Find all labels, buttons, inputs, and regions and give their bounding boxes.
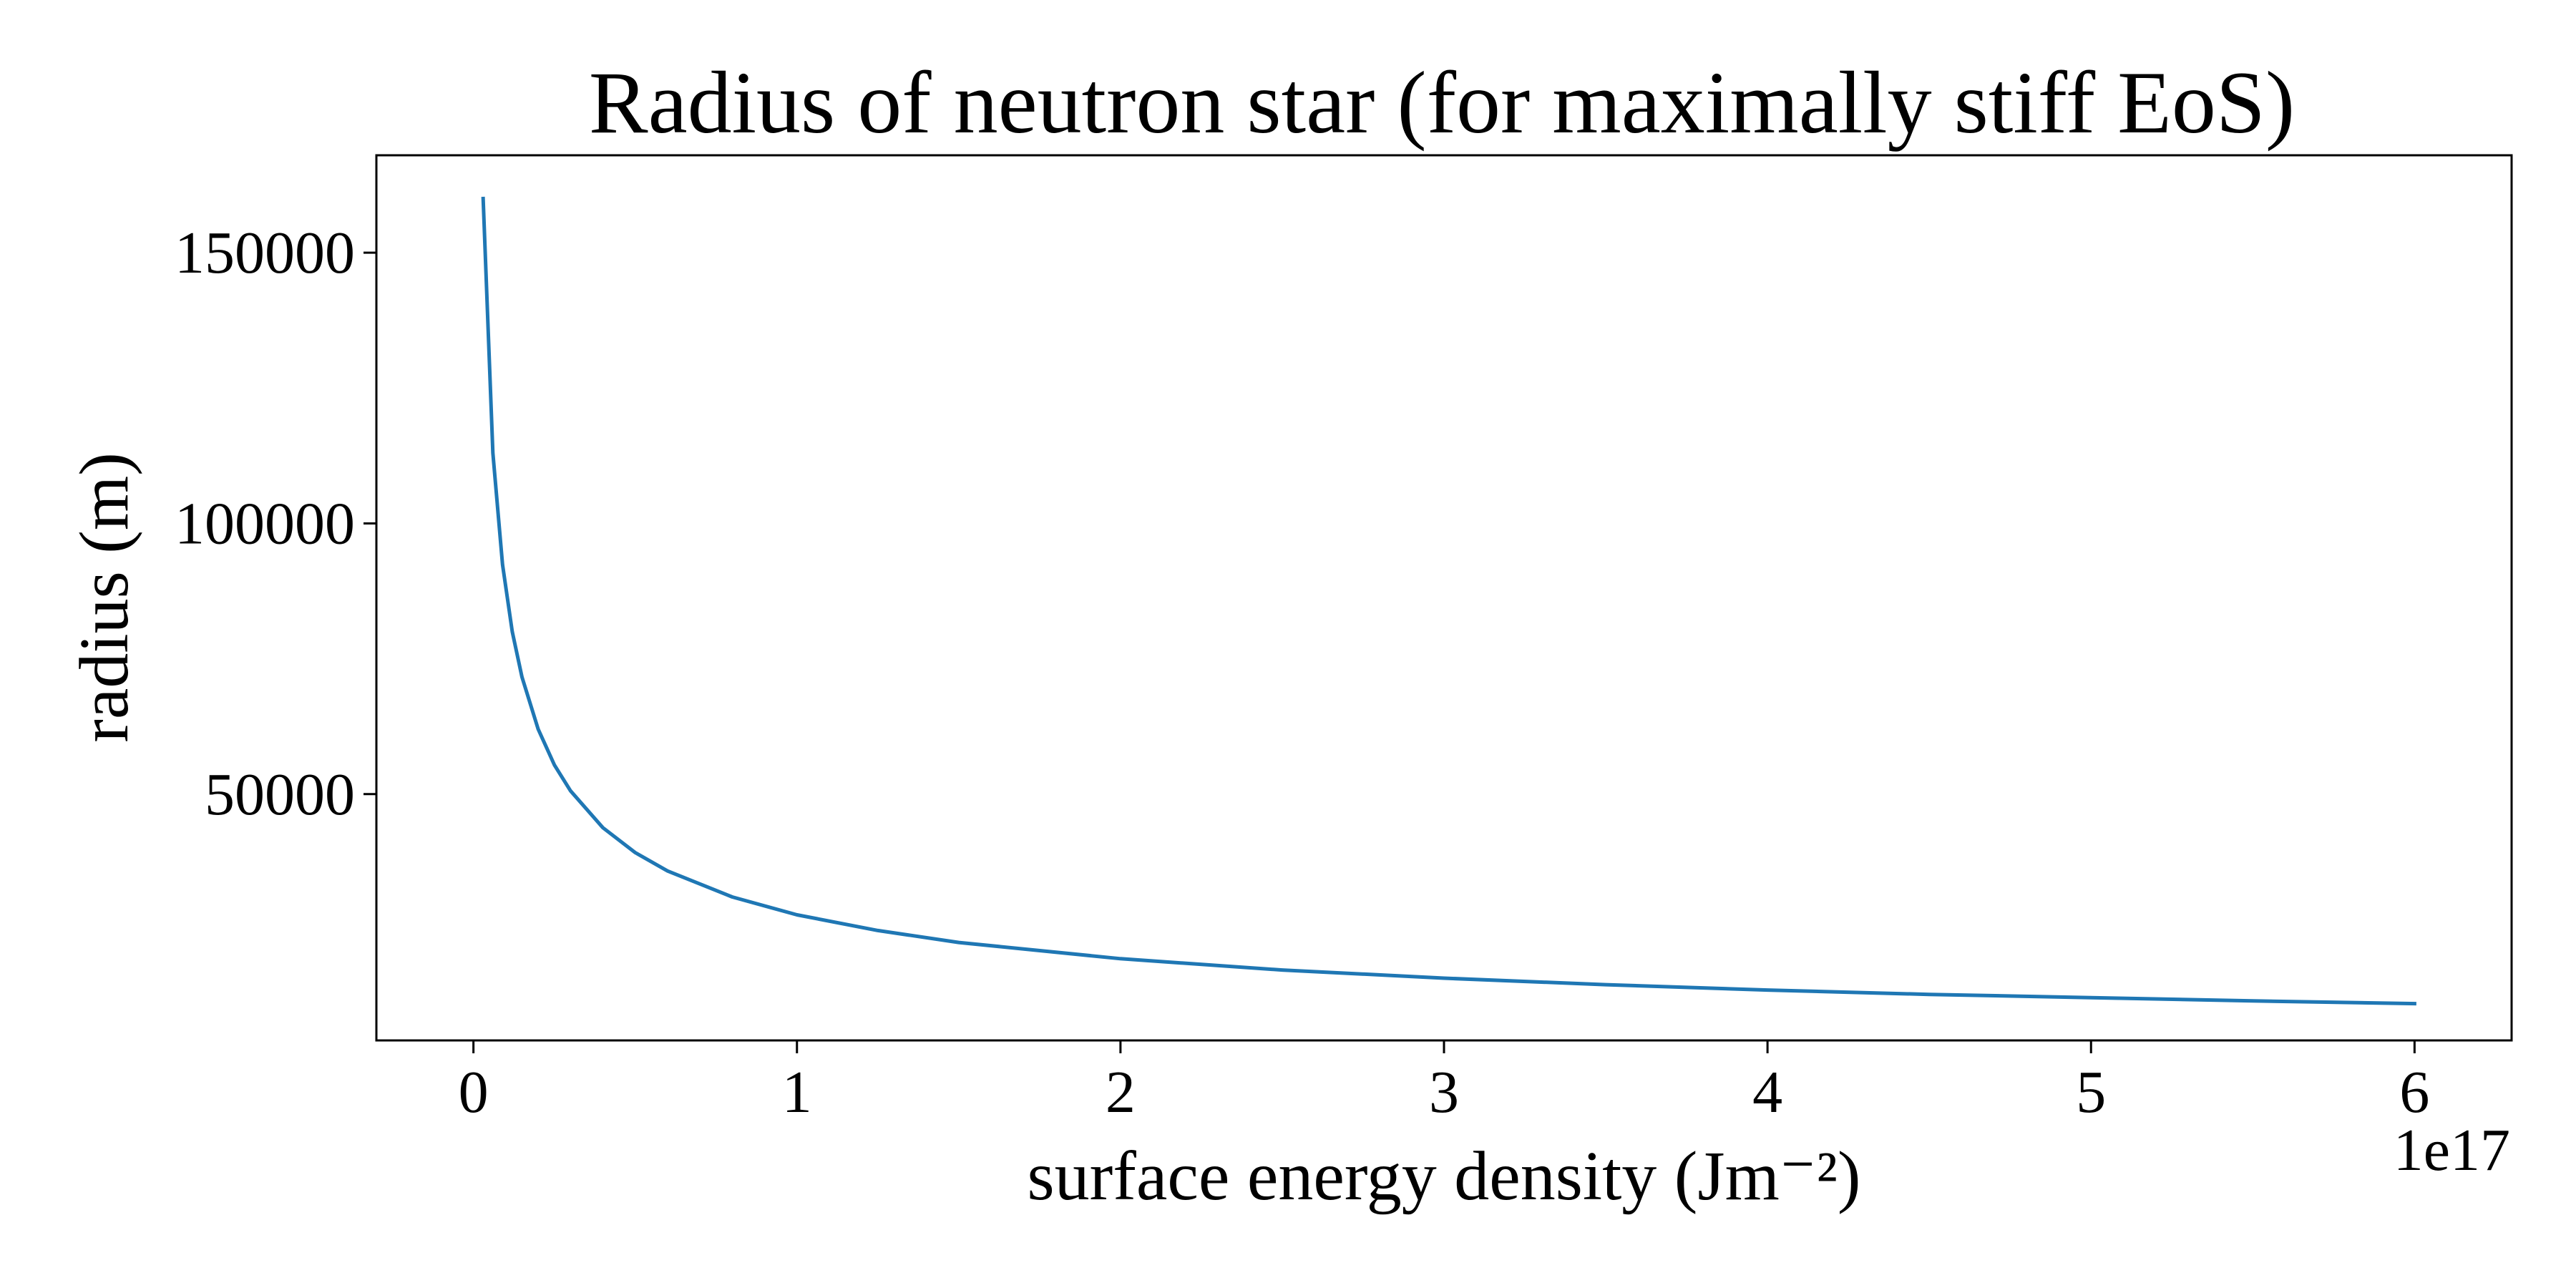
x-offset-label: 1e17 (2394, 1117, 2510, 1184)
x-tick-label: 2 (1106, 1059, 1136, 1126)
x-tick-label: 6 (2399, 1059, 2429, 1126)
x-tick-label: 3 (1429, 1059, 1459, 1126)
y-tick-label: 100000 (175, 490, 355, 557)
x-tick-label: 1 (782, 1059, 812, 1126)
series-line-0 (481, 196, 2416, 1006)
x-tick-label: 4 (1752, 1059, 1782, 1126)
x-axis-label: surface energy density (Jm⁻²) (1027, 1138, 1860, 1215)
y-tick-label: 50000 (205, 761, 355, 828)
chart-title: Radius of neutron star (for maximally st… (589, 54, 2295, 152)
y-tick-label: 150000 (175, 220, 355, 286)
plot-frame (375, 154, 2513, 1042)
x-tick-label: 0 (459, 1059, 489, 1126)
series-layer (481, 196, 2416, 1006)
ticks-layer: 0 1 2 3 4 5 6 50000 100000 150000 (175, 220, 2429, 1126)
y-axis-label: radius (m) (66, 452, 143, 743)
x-tick-label: 5 (2076, 1059, 2106, 1126)
